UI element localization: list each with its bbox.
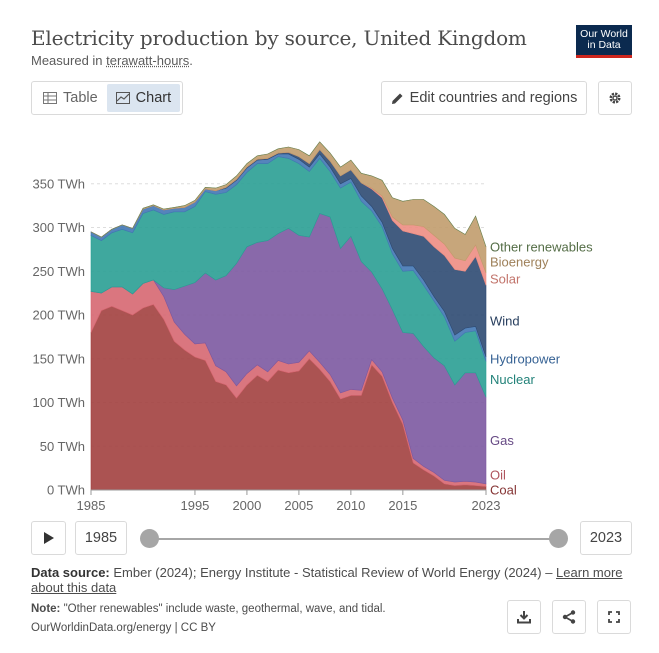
share-button[interactable] xyxy=(552,600,586,634)
area-other-renewables[interactable] xyxy=(90,141,487,247)
learn-more-link[interactable]: Learn more about this data xyxy=(31,565,623,595)
settings-button[interactable] xyxy=(598,81,632,115)
start-year-button[interactable]: 1985 xyxy=(75,521,127,555)
y-tick-label: 0 TWh xyxy=(47,483,85,498)
x-tick-label: 2010 xyxy=(336,498,365,513)
y-axis: 0 TWh 50 TWh 100 TWh 150 TWh 200 TWh 250 TWh 3… xyxy=(32,176,85,497)
credit-line: OurWorldinData.org/energy | CC BY xyxy=(31,622,216,634)
table-icon xyxy=(43,92,57,104)
y-tick-label: 150 TWh xyxy=(32,351,85,366)
subtitle-suffix: . xyxy=(189,53,193,68)
tab-table[interactable]: Table xyxy=(34,84,107,112)
x-tick-label: 2000 xyxy=(232,498,261,513)
note-label: Note: xyxy=(31,603,61,615)
timeline-end-handle[interactable] xyxy=(549,529,568,548)
tab-chart-label: Chart xyxy=(135,90,172,106)
edit-countries-button[interactable]: Edit countries and regions xyxy=(381,81,587,115)
play-icon xyxy=(43,532,54,544)
chart-icon xyxy=(115,92,130,104)
x-tick-label: 2005 xyxy=(284,498,313,513)
timeline-start-handle[interactable] xyxy=(140,529,159,548)
legend-label-bioenergy[interactable]: Bioenergy xyxy=(490,254,549,269)
play-button[interactable] xyxy=(31,521,66,555)
legend-label-hydropower[interactable]: Hydropower xyxy=(490,352,561,367)
tab-table-label: Table xyxy=(63,90,98,106)
source-label: Data source: xyxy=(31,565,110,580)
chart-note: Note: "Other renewables" include waste, … xyxy=(31,603,386,615)
share-icon xyxy=(562,610,576,624)
y-tick-label: 300 TWh xyxy=(32,220,85,235)
fullscreen-button[interactable] xyxy=(597,600,631,634)
pencil-icon xyxy=(391,93,403,104)
logo-line-1: Our World xyxy=(580,28,628,40)
x-tick-label: 1985 xyxy=(77,498,106,513)
gear-icon xyxy=(609,92,621,104)
logo-line-2: in Data xyxy=(587,39,621,51)
timeline-track[interactable] xyxy=(150,538,558,540)
legend-label-other-renewables[interactable]: Other renewables xyxy=(490,239,593,254)
unit-link[interactable]: terawatt-hours xyxy=(106,53,190,68)
y-tick-label: 100 TWh xyxy=(32,395,85,410)
legend-label-oil[interactable]: Oil xyxy=(490,468,506,483)
areas xyxy=(90,141,487,491)
x-tick-label: 1995 xyxy=(180,498,209,513)
owid-logo[interactable]: Our World in Data xyxy=(576,25,632,58)
y-tick-label: 350 TWh xyxy=(32,176,85,191)
chart-subtitle: Measured in terawatt-hours. xyxy=(31,53,193,68)
area-chart: 0 TWh 50 TWh 100 TWh 150 TWh 200 TWh 250 TWh 3… xyxy=(32,141,593,513)
subtitle-prefix: Measured in xyxy=(31,53,107,68)
legend-label-wind[interactable]: Wind xyxy=(490,314,520,329)
legend-label-nuclear[interactable]: Nuclear xyxy=(490,372,535,387)
legend-label-solar[interactable]: Solar xyxy=(490,272,521,287)
x-axis: 1985 1995 2000 2005 2010 2015 2023 xyxy=(77,489,501,513)
tab-chart[interactable]: Chart xyxy=(106,84,181,112)
y-tick-label: 50 TWh xyxy=(40,439,85,454)
fullscreen-icon xyxy=(608,611,620,623)
note-text: "Other renewables" include waste, geothe… xyxy=(60,603,386,615)
legend-label-coal[interactable]: Coal xyxy=(490,483,517,498)
chart-title: Electricity production by source, United… xyxy=(31,26,527,50)
download-button[interactable] xyxy=(507,600,541,634)
download-icon xyxy=(517,611,531,624)
view-tabs: Table Chart xyxy=(31,81,184,115)
x-tick-label: 2023 xyxy=(472,498,501,513)
edit-countries-label: Edit countries and regions xyxy=(409,90,578,106)
y-tick-label: 250 TWh xyxy=(32,264,85,279)
end-year-button[interactable]: 2023 xyxy=(580,521,632,555)
y-tick-label: 200 TWh xyxy=(32,308,85,323)
legend-label-gas[interactable]: Gas xyxy=(490,433,514,448)
source-text: Ember (2024); Energy Institute - Statist… xyxy=(109,565,557,580)
x-tick-label: 2015 xyxy=(388,498,417,513)
data-source: Data source: Ember (2024); Energy Instit… xyxy=(31,565,631,595)
